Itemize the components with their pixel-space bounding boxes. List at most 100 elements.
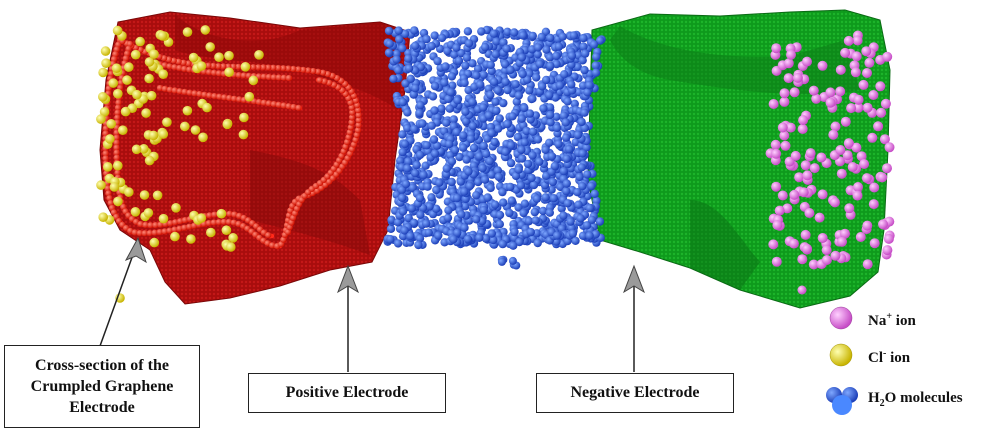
water-molecule	[487, 128, 496, 138]
na-ion	[816, 152, 827, 163]
graphene-atom	[206, 92, 213, 99]
legend-h2o-sub: 2	[879, 398, 885, 409]
na-ion	[861, 173, 872, 184]
cl-ion	[124, 187, 134, 197]
graphene-atom	[102, 125, 109, 132]
na-ion	[802, 56, 812, 67]
graphene-atom	[288, 219, 295, 226]
water-molecule	[535, 157, 544, 166]
legend-na-symbol: Na	[868, 313, 887, 329]
cl-ion	[113, 160, 123, 171]
water-molecule	[440, 78, 449, 87]
water-molecule	[424, 228, 433, 237]
cl-ion	[132, 89, 142, 100]
cl-ion	[96, 114, 106, 124]
cl-ion	[135, 36, 145, 47]
water-molecule	[490, 137, 499, 147]
cl-ion	[139, 190, 150, 200]
water-molecule	[487, 170, 496, 179]
water-molecule	[486, 60, 495, 70]
graphene-atom	[110, 56, 118, 63]
graphene-atom	[107, 70, 115, 77]
water-molecule	[461, 61, 470, 70]
water-molecule	[503, 85, 512, 95]
na-ion	[789, 189, 800, 200]
graphene-atom	[220, 218, 227, 225]
water-molecule	[513, 132, 523, 142]
graphene-atom	[167, 220, 174, 227]
water-molecule	[567, 51, 577, 60]
water-molecule	[541, 145, 550, 154]
graphene-atom	[324, 71, 331, 78]
water-molecule	[577, 117, 586, 127]
graphene-atom	[230, 219, 237, 226]
na-ion	[771, 148, 782, 159]
water-molecule	[403, 124, 412, 133]
water-molecule	[423, 182, 432, 191]
graphene-atom	[236, 96, 243, 103]
water-molecule	[523, 75, 532, 84]
water-molecule	[479, 206, 488, 215]
water-molecule	[386, 224, 396, 233]
water-molecule	[406, 231, 415, 241]
water-molecule	[562, 154, 571, 163]
graphene-atom	[290, 65, 297, 72]
water-molecule	[493, 166, 502, 175]
water-molecule	[589, 40, 599, 49]
cl-ion	[196, 61, 207, 71]
na-ion	[853, 94, 864, 105]
cl-ion	[198, 132, 208, 143]
water-molecule	[475, 233, 484, 242]
water-molecule	[582, 143, 591, 152]
cross-section-label-line3: Electrode	[69, 399, 135, 416]
water-molecule	[524, 216, 534, 226]
water-molecule	[479, 103, 488, 112]
na-ion	[802, 243, 812, 254]
na-ion	[800, 229, 811, 240]
graphene-atom	[196, 90, 203, 98]
water-molecule	[511, 171, 521, 181]
water-molecule	[578, 149, 587, 158]
water-molecule	[518, 31, 528, 40]
water-molecule	[534, 43, 543, 52]
water-molecule	[529, 180, 539, 190]
water-molecule	[468, 97, 477, 107]
water-molecule	[585, 81, 594, 90]
water-molecule	[561, 118, 570, 127]
water-molecule	[450, 50, 459, 59]
na-ion	[785, 122, 796, 133]
graphene-atom	[166, 63, 173, 70]
water-molecule	[430, 149, 440, 158]
cl-ion	[152, 190, 163, 201]
water-molecule	[463, 234, 473, 244]
water-molecule	[509, 241, 518, 250]
water-molecule	[398, 147, 407, 157]
water-molecule	[461, 107, 470, 116]
water-molecule	[537, 32, 546, 42]
water-molecule	[587, 181, 596, 191]
na-ion	[882, 245, 893, 256]
water-molecule	[480, 175, 490, 184]
na-ion	[836, 168, 847, 179]
na-ion	[835, 145, 846, 155]
graphene-atom	[113, 144, 120, 151]
cl-ions	[96, 25, 264, 303]
graphene-atom	[171, 87, 178, 94]
legend-cl-charge: -	[883, 348, 887, 359]
cl-ion	[182, 27, 193, 37]
water-molecule	[484, 111, 493, 120]
water-molecule	[506, 65, 515, 75]
graphene-atom	[348, 114, 356, 121]
water-molecule	[418, 119, 427, 128]
na-ion	[800, 160, 811, 171]
water-molecule	[462, 53, 472, 62]
water-molecule	[549, 194, 558, 203]
graphene-atom	[354, 102, 361, 109]
water-molecule	[416, 101, 425, 110]
water-molecule	[523, 159, 533, 169]
water-molecule	[411, 84, 420, 93]
arrow-negative-electrode	[623, 264, 645, 372]
na-ion	[779, 96, 790, 107]
water-molecule	[422, 34, 431, 44]
graphene-atom	[225, 218, 232, 225]
